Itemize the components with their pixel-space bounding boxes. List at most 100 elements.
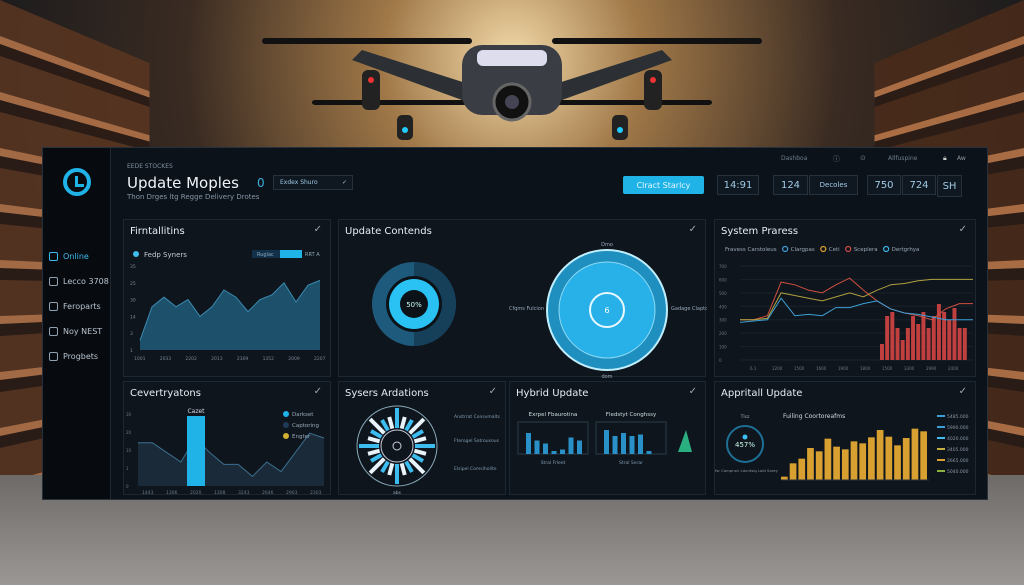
select-dropdown[interactable]: Exdex Shuro ✓ — [273, 175, 353, 190]
x-tick: 1800 — [860, 366, 871, 371]
sidebar-item-progbets[interactable]: Progbets — [49, 352, 98, 361]
card-contents: Update Contends ✓ 50% 6 Dmo Cfqms Fulcion Gad… — [338, 219, 707, 378]
callout-label: Fterogel Sotrousous — [454, 438, 500, 444]
count-badge: 0 — [257, 176, 265, 190]
card-actions: Sysers Ardations ✓ Anstrrat Consvmalts Fte… — [338, 381, 506, 496]
bar — [911, 316, 916, 360]
info-icon[interactable]: ⓘ — [833, 155, 840, 163]
x-tick: 2009 — [288, 356, 300, 362]
radial-segment — [380, 460, 390, 473]
top-link-allfuspine[interactable]: Allfuspine — [888, 155, 918, 162]
y-tick: 200 — [719, 331, 727, 336]
x-tick: 2400 — [948, 366, 959, 371]
heart-icon — [49, 302, 58, 311]
bar — [890, 312, 895, 360]
check-icon[interactable]: ✓ — [958, 224, 967, 235]
mini-bar — [560, 449, 565, 454]
radial-segment — [408, 417, 426, 435]
legend-dot — [820, 245, 827, 253]
bar — [926, 328, 931, 360]
stat-124: 124 — [773, 175, 808, 195]
y-tick: 30 — [126, 412, 132, 417]
bar — [815, 451, 823, 480]
legend-dot — [283, 433, 289, 439]
lock-icon[interactable]: 🔒︎ — [943, 154, 947, 162]
top-link-dashboard[interactable]: Dashboa — [781, 155, 808, 162]
legend-label: Ceti — [829, 247, 840, 253]
x-tick: 2903 — [286, 490, 298, 496]
sidebar-item-feroparts[interactable]: Feroparts — [49, 302, 101, 311]
legend-dot — [283, 422, 289, 428]
chevron-down-icon: ✓ — [341, 179, 347, 186]
contents-gauges: 50% 6 Dmo Cfqms Fulcion Gadage Claptore dom — [372, 242, 707, 378]
ring — [726, 425, 764, 463]
bar — [859, 443, 867, 480]
check-icon[interactable]: ✓ — [313, 386, 322, 397]
radial-segment — [368, 457, 386, 475]
toggle-active — [280, 250, 302, 258]
card-progress: System Praress ✓ Fravess Carstoleus Clargp… — [714, 219, 976, 377]
bar — [921, 312, 926, 360]
check-icon[interactable]: ✓ — [958, 386, 967, 397]
sidebar-item-lecco[interactable]: Lecco 3708 — [49, 277, 109, 286]
y-tick: 20 — [126, 430, 132, 435]
check-icon[interactable]: ✓ — [688, 224, 697, 235]
mini-chart-title: Exrpel Fbaurotina — [529, 412, 578, 418]
check-icon[interactable]: ✓ — [313, 224, 322, 235]
top-link-account[interactable]: Aw — [957, 155, 966, 162]
bar — [936, 304, 941, 360]
x-tick: 2303 — [310, 490, 322, 496]
y-tick: 30 — [130, 298, 136, 304]
radial-segment — [370, 453, 383, 463]
stat-750: 750 — [867, 175, 901, 195]
x-tick: 2990 — [926, 366, 937, 371]
bar — [942, 312, 947, 360]
legend-label: Engter — [292, 434, 311, 440]
bar — [957, 328, 962, 360]
check-icon[interactable]: ✓ — [688, 386, 697, 397]
bar — [916, 324, 921, 360]
y-tick: 0 — [126, 484, 129, 489]
legend-dot — [283, 411, 289, 417]
settings-icon[interactable]: ⊙ — [860, 154, 866, 162]
card-title: Update Contends — [345, 226, 432, 237]
series-line — [740, 278, 973, 321]
bar — [876, 430, 884, 480]
dashboard-panel: Online Lecco 3708 Feroparts Noy NEST Pro… — [42, 147, 988, 500]
bell-icon — [49, 277, 58, 286]
mini-bar — [604, 430, 609, 454]
mini-chart-footer: Stral Frleet — [541, 460, 566, 466]
primary-button[interactable]: Clract Starlcy — [623, 176, 704, 194]
radial-segment — [387, 416, 395, 430]
drone-image — [262, 38, 762, 140]
gauge-dial — [589, 292, 625, 328]
appliall-chart: Tlsz 457% Nfsr Comprucl Lduntsig Lold Sore… — [715, 413, 969, 481]
toggle-label: RRT A — [305, 252, 320, 258]
y-tick: 600 — [719, 277, 727, 282]
y-tick: 1 — [126, 466, 129, 471]
stat-decoles: Decoles — [809, 175, 858, 195]
legend-label: Fravess Carstoleus — [725, 247, 777, 253]
triangle-icon — [678, 430, 692, 452]
x-tick: 1352 — [263, 356, 275, 362]
legend-value: 5485.000 — [947, 414, 969, 420]
x-tick: 2646 — [262, 490, 274, 496]
area-fill — [138, 433, 324, 486]
sidebar-item-noy-nest[interactable]: Noy NEST — [49, 327, 102, 336]
bar — [894, 445, 901, 480]
ring-top-label: Tlsz — [740, 414, 750, 420]
bar — [952, 308, 957, 360]
gauge-value: 6 — [604, 306, 609, 315]
radial-segment — [380, 419, 390, 432]
check-icon[interactable]: ✓ — [488, 386, 497, 397]
area-line — [139, 279, 321, 341]
x-tick: 1001 — [134, 356, 146, 362]
sidebar-item-online[interactable]: Online — [49, 252, 89, 261]
area-fill — [140, 280, 320, 350]
stat-sh: SH — [937, 175, 962, 197]
card-title: Hybrid Update — [516, 388, 589, 399]
mini-bar — [638, 434, 643, 454]
legend-dot — [883, 245, 890, 253]
gauge-inner — [558, 261, 656, 359]
bar — [900, 340, 905, 360]
